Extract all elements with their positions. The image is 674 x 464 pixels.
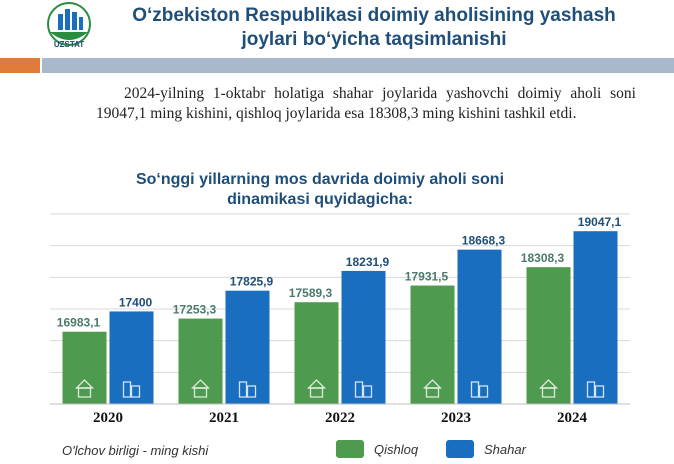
data-label-qishloq-2022: 17589,3 (289, 286, 333, 300)
building-icon (122, 381, 141, 398)
page-title: O‘zbekiston Respublikasi doimiy aholisin… (132, 5, 616, 50)
house-icon (538, 379, 559, 398)
legend-item-shahar: Shahar (446, 440, 526, 458)
house-icon (306, 379, 327, 398)
tick-label-2023: 2023 (441, 410, 471, 426)
bar-qishloq-2022 (294, 302, 339, 404)
building-icon (586, 381, 605, 398)
accent-bar (0, 58, 40, 73)
legend-item-qishloq: Qishloq (336, 440, 418, 458)
house-icon (190, 379, 211, 398)
data-label-shahar-2022: 18231,9 (346, 255, 390, 269)
tick-label-2020: 2020 (93, 410, 123, 426)
data-label-qishloq-2024: 18308,3 (521, 251, 565, 265)
data-label-qishloq-2023: 17931,5 (405, 270, 449, 284)
bar-qishloq-2020 (62, 331, 107, 404)
data-label-shahar-2024: 19047,1 (578, 215, 622, 229)
building-icon (470, 381, 489, 398)
unit-note: O'lchov birligi - ming kishi (62, 443, 209, 458)
header-rule (42, 58, 674, 73)
bar-qishloq-2023 (410, 285, 455, 404)
bar-qishloq-2021 (178, 318, 223, 404)
legend-swatch-shahar (446, 440, 474, 458)
legend-label-qishloq: Qishloq (374, 441, 419, 457)
tick-label-2024: 2024 (557, 410, 588, 426)
building-icon (238, 381, 257, 398)
data-label-qishloq-2021: 17253,3 (173, 303, 217, 317)
logo-text: UZSTAT (54, 40, 84, 49)
bar-shahar-2021 (225, 290, 270, 404)
tick-label-2022: 2022 (325, 410, 355, 426)
bar-shahar-2024 (573, 231, 618, 404)
population-bar-chart: 16983,1 17400 2020 17253,3 17825,9 2021 17589,… (50, 213, 630, 426)
bar-shahar-2022 (341, 270, 386, 404)
bar-qishloq-2024 (526, 267, 571, 404)
tick-label-2021: 2021 (209, 410, 239, 426)
house-icon (422, 379, 443, 398)
house-icon (74, 379, 95, 398)
chart-title: So‘nggi yillarning mos davrida doimiy ah… (135, 171, 505, 208)
building-icon (354, 381, 373, 398)
data-label-shahar-2020: 17400 (119, 295, 153, 309)
bar-shahar-2023 (457, 249, 502, 404)
data-label-shahar-2023: 18668,3 (462, 234, 506, 248)
uzstat-logo: UZSTAT (47, 2, 91, 49)
legend-label-shahar: Shahar (484, 441, 526, 457)
legend-swatch-qishloq (336, 440, 364, 458)
data-label-qishloq-2020: 16983,1 (57, 316, 101, 330)
intro-paragraph: 2024-yilning 1-oktabr holatiga shahar jo… (96, 85, 636, 122)
data-label-shahar-2021: 17825,9 (230, 275, 274, 289)
